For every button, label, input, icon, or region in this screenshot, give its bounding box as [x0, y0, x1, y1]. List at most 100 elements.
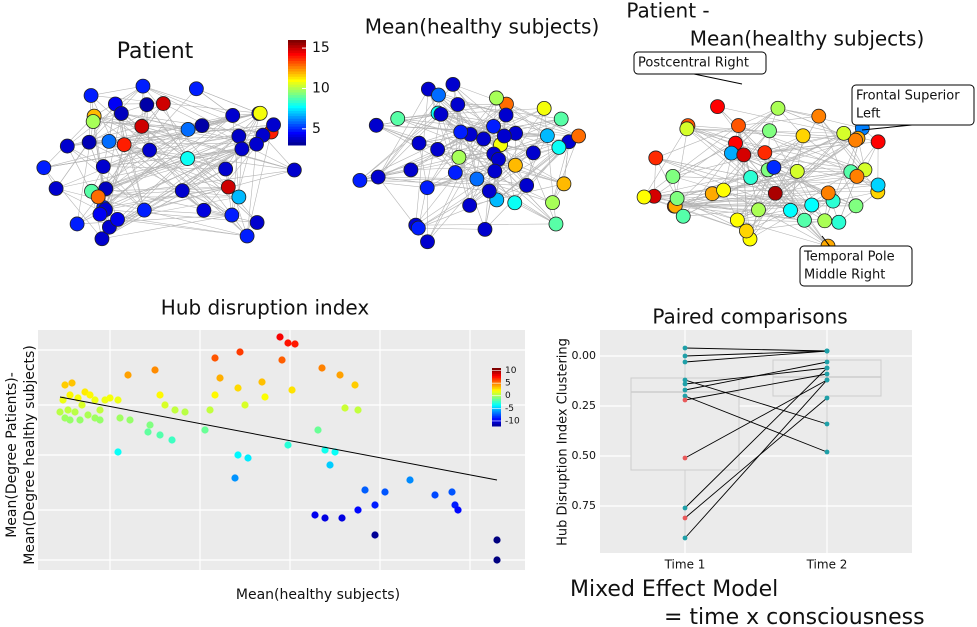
point	[493, 556, 501, 564]
edge	[418, 114, 442, 229]
node	[789, 163, 805, 179]
node	[571, 128, 586, 144]
node	[507, 157, 523, 173]
colorbar	[288, 118, 306, 122]
point	[331, 448, 339, 456]
x-axis-label: Mean(healthy subjects)	[236, 587, 400, 603]
node	[403, 162, 419, 178]
edge	[397, 103, 507, 119]
node	[519, 177, 535, 193]
colorbar	[492, 391, 501, 394]
edge	[141, 126, 295, 171]
node	[69, 216, 85, 232]
colorbar	[288, 61, 306, 65]
edge	[655, 157, 751, 178]
edge	[109, 115, 233, 228]
y-axis-label: Mean(Degree healthy subjects)	[22, 345, 38, 565]
point	[682, 353, 688, 359]
colorbar	[288, 142, 306, 146]
node	[390, 111, 406, 126]
node	[498, 107, 514, 123]
node	[113, 106, 129, 121]
colorbar	[288, 113, 306, 117]
edge	[735, 108, 779, 144]
edge	[376, 125, 565, 185]
node	[234, 141, 250, 157]
colorbar-label: 10	[312, 80, 330, 96]
node	[551, 139, 567, 155]
edge	[262, 135, 295, 171]
edge	[163, 103, 188, 159]
node	[836, 125, 852, 141]
node	[496, 128, 512, 144]
node	[665, 168, 681, 184]
point	[824, 359, 830, 365]
node	[139, 97, 155, 113]
colorbar	[288, 103, 306, 107]
point	[351, 381, 359, 389]
edge	[674, 171, 851, 207]
colorbar	[492, 400, 501, 404]
point	[68, 379, 76, 387]
colorbar	[288, 82, 306, 86]
edge	[182, 148, 243, 191]
point	[454, 506, 462, 514]
point	[61, 381, 69, 389]
node	[724, 145, 739, 161]
colorbar	[288, 134, 306, 138]
point	[336, 371, 344, 379]
edge	[686, 128, 866, 171]
pair-line	[684, 379, 828, 425]
node	[675, 208, 691, 224]
pair-line	[684, 350, 828, 357]
colorbar	[288, 68, 306, 72]
node	[180, 151, 195, 166]
node	[142, 142, 157, 158]
point	[371, 531, 379, 539]
colorbar	[492, 389, 501, 392]
colorbar	[288, 97, 306, 101]
colorbar	[288, 137, 306, 141]
edge	[750, 177, 825, 222]
edge	[458, 135, 579, 158]
node	[419, 180, 435, 196]
edge	[378, 176, 477, 180]
point	[354, 506, 362, 514]
edge	[494, 170, 557, 225]
node	[716, 182, 731, 198]
node	[447, 165, 463, 180]
point	[406, 476, 414, 484]
colorbar-label: -10	[505, 416, 520, 426]
node	[116, 137, 132, 153]
point	[71, 408, 79, 416]
edge	[644, 196, 747, 232]
point	[824, 365, 830, 371]
edge	[187, 148, 242, 159]
node	[174, 183, 190, 199]
edge	[117, 186, 229, 220]
node	[548, 216, 564, 232]
node	[817, 213, 833, 229]
point	[682, 397, 688, 403]
colorbar	[288, 108, 306, 112]
edge	[378, 134, 471, 178]
edge	[103, 166, 145, 211]
point	[181, 408, 189, 416]
node	[286, 162, 302, 178]
edge	[182, 168, 226, 191]
point	[682, 377, 688, 383]
edge	[98, 112, 261, 198]
point	[326, 461, 334, 469]
colorbar	[288, 63, 306, 67]
edge	[458, 141, 569, 158]
edge	[91, 85, 144, 96]
edge	[514, 135, 548, 203]
point	[321, 514, 329, 522]
edge	[738, 125, 829, 247]
node	[36, 160, 52, 176]
edge	[773, 167, 825, 221]
colorbar	[288, 126, 306, 130]
node	[848, 132, 863, 148]
node	[155, 96, 171, 111]
edge	[97, 129, 189, 198]
